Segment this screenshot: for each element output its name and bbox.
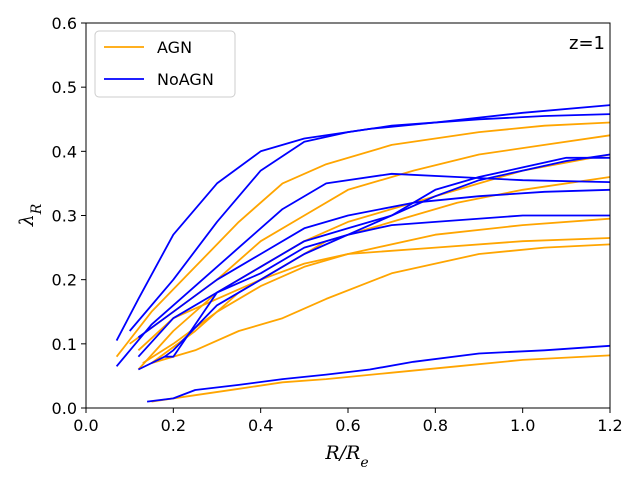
x-tick-label: 1.2	[597, 416, 622, 435]
y-tick-label: 0.2	[52, 271, 77, 290]
y-tick-label: 0.5	[52, 78, 77, 97]
series-line-noagn-9	[115, 104, 611, 342]
series-line-agn-6	[151, 243, 611, 364]
series-line-noagn-15	[164, 153, 611, 358]
series-line-agn-8	[151, 354, 611, 403]
series-layer	[115, 104, 611, 403]
x-tick-label: 0.4	[248, 416, 273, 435]
series-line-noagn-12	[137, 188, 611, 339]
series-line-agn-7	[137, 237, 611, 351]
series-line-agn-5	[142, 217, 611, 364]
y-tick-label: 0.4	[52, 142, 77, 161]
y-tick-label: 0.1	[52, 335, 77, 354]
x-tick-label: 0.2	[161, 416, 186, 435]
x-tick-label: 0.0	[73, 416, 98, 435]
series-line-noagn-16	[146, 344, 611, 403]
redshift-annotation: z=1	[569, 33, 605, 54]
y-tick-label: 0.6	[52, 14, 77, 33]
legend-label-agn: AGN	[157, 38, 192, 57]
series-line-noagn-14	[138, 156, 610, 371]
series-line-noagn-10	[129, 113, 611, 332]
x-tick-label: 0.8	[423, 416, 448, 435]
y-tick-label: 0.0	[52, 399, 77, 418]
y-tick-label: 0.3	[52, 207, 77, 226]
legend-label-noagn: NoAGN	[157, 70, 214, 89]
ticks-layer: 0.0 0.2 0.4 0.6 0.8 1.0 1.2 0.0 0.1 0.2 0.3 0.4 0.5 0…	[52, 14, 623, 435]
series-line-agn-1	[115, 121, 611, 358]
x-tick-label: 0.6	[335, 416, 360, 435]
series-line-noagn-13	[137, 214, 610, 358]
x-tick-label: 1.0	[510, 416, 535, 435]
legend: AGN NoAGN	[94, 30, 236, 98]
